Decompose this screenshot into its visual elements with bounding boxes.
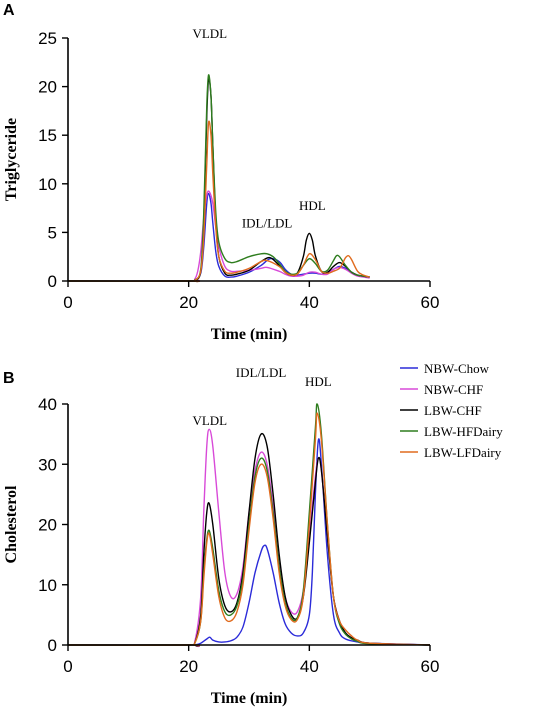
panel-a: A 0 5 10 15 20 25 0 20 40 60 Time (min) Triglyceride… <box>3 2 439 343</box>
series-line-lbw-lfdairy <box>67 412 431 647</box>
series-line-lbw-hfdairy <box>67 74 370 282</box>
peak-annotation: VLDL <box>192 26 227 41</box>
y-tick-label: 20 <box>38 78 57 97</box>
series-line-lbw-lfdairy <box>67 120 370 283</box>
legend-label: LBW-CHF <box>424 403 482 418</box>
y-tick-label: 20 <box>38 516 57 535</box>
y-axis-title: Cholesterol <box>3 485 20 563</box>
legend-label: NBW-CHF <box>424 382 483 397</box>
y-tick-label: 30 <box>38 455 57 474</box>
y-tick-label: 10 <box>38 576 57 595</box>
peak-annotation: HDL <box>299 198 326 213</box>
peak-annotation: IDL/LDL <box>242 216 293 231</box>
y-axis-title: Triglyceride <box>3 118 20 201</box>
peak-annotation: HDL <box>305 374 332 389</box>
x-tick-label: 20 <box>179 657 198 676</box>
legend-label: LBW-LFDairy <box>424 445 502 460</box>
x-tick-label: 60 <box>421 657 440 676</box>
y-tick-label: 5 <box>48 223 57 242</box>
y-tick-label: 0 <box>48 636 57 655</box>
series-line-lbw-chf <box>67 432 431 647</box>
peak-annotation: IDL/LDL <box>236 365 287 380</box>
x-tick-label: 0 <box>63 657 72 676</box>
x-tick-label: 20 <box>179 293 198 312</box>
x-tick-label: 40 <box>300 293 319 312</box>
series-group <box>67 74 370 283</box>
x-tick-label: 0 <box>63 293 72 312</box>
panel-b: B 0 10 20 30 40 0 20 40 60 Time (min) Cholesterol VL… <box>3 365 439 707</box>
peak-annotation: VLDL <box>192 413 227 428</box>
series-line-lbw-chf <box>67 77 370 283</box>
x-tick-label: 40 <box>300 657 319 676</box>
y-tick-label: 40 <box>38 395 57 414</box>
panel-label: B <box>3 370 15 387</box>
y-tick-label: 10 <box>38 175 57 194</box>
y-tick-label: 15 <box>38 126 57 145</box>
legend-label: LBW-HFDairy <box>424 424 503 439</box>
series-group <box>67 403 431 648</box>
y-tick-label: 25 <box>38 29 57 48</box>
legend: NBW-Chow NBW-CHF LBW-CHF LBW-HFDairy LBW-LFD… <box>400 361 503 460</box>
panel-label: A <box>3 2 15 19</box>
series-line-nbw-chf <box>67 428 431 648</box>
y-tick-label: 0 <box>48 272 57 291</box>
legend-label: NBW-Chow <box>424 361 490 376</box>
x-axis-title: Time (min) <box>211 326 288 343</box>
x-axis-title: Time (min) <box>211 690 288 707</box>
x-tick-label: 60 <box>421 293 440 312</box>
series-line-nbw-chow <box>68 438 431 646</box>
